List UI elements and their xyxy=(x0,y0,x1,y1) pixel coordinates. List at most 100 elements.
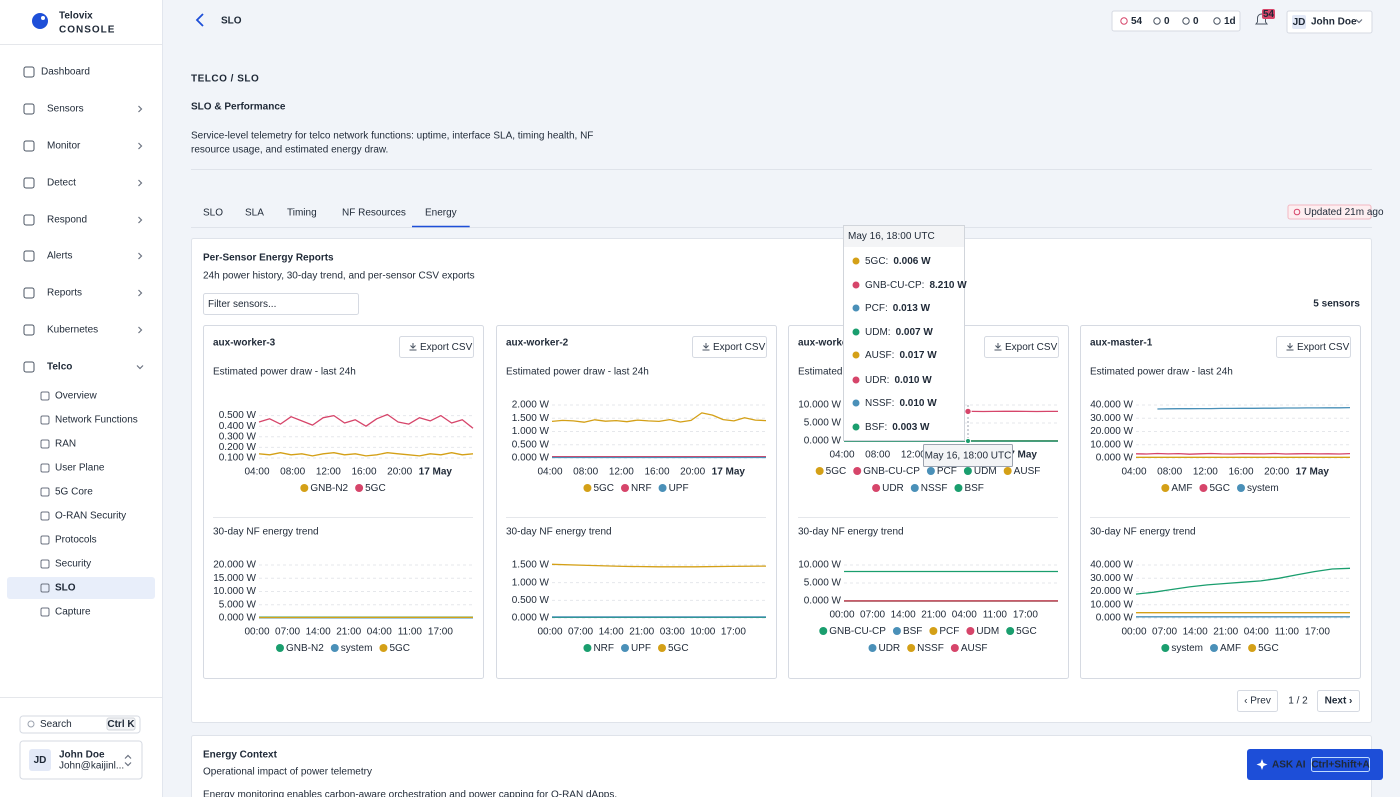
line-series xyxy=(551,563,767,568)
legend-label: BSF xyxy=(964,483,983,494)
chevron xyxy=(138,142,143,150)
subnav-item[interactable]: Network Functions xyxy=(55,415,138,426)
x-tick-label: 00:00 xyxy=(1121,627,1146,638)
legend-swatch xyxy=(954,484,963,492)
context-title: Energy Context xyxy=(203,750,278,761)
nav-icon xyxy=(23,177,35,189)
export-button[interactable] xyxy=(984,336,1059,358)
legend-swatch xyxy=(1161,484,1170,492)
nav-item[interactable]: Telco xyxy=(47,362,72,373)
crosshair-label xyxy=(923,444,1013,467)
status-icon xyxy=(1213,17,1221,25)
x-tick-label: 04:00 xyxy=(367,627,392,638)
ask-ai-shortcut: Ctrl+Shift+A xyxy=(1311,760,1369,771)
export-button[interactable] xyxy=(692,336,767,358)
legend-swatch xyxy=(621,644,629,652)
nav-icon xyxy=(23,140,35,152)
subnav-item[interactable]: SLO xyxy=(55,583,76,594)
y-tick-label: 5.000 W xyxy=(804,578,842,589)
tooltip-time: May 16, 18:00 UTC xyxy=(848,231,935,242)
x-tick-label: 14:00 xyxy=(1183,627,1208,638)
legend-label: NRF xyxy=(593,643,614,654)
export-button[interactable] xyxy=(1276,336,1351,358)
y-tick-label: 0.400 W xyxy=(219,421,257,432)
y-tick-label: 10.000 W xyxy=(1090,439,1133,450)
tooltip-swatch xyxy=(852,328,860,336)
x-tick-label: 00:00 xyxy=(829,610,854,621)
chart-label: 30-day NF energy trend xyxy=(506,527,612,538)
brand-sub: CONSOLE xyxy=(59,25,115,36)
tooltip-value: 0.013 W xyxy=(893,303,931,314)
y-tick-label: 0.000 W xyxy=(219,613,257,624)
nav-item[interactable]: Monitor xyxy=(47,141,81,152)
legend-label: UDM xyxy=(974,466,997,477)
y-tick-label: 5.000 W xyxy=(804,418,842,429)
chart-label: Estimated power draw - last 24h xyxy=(213,367,356,378)
subnav-item[interactable]: Protocols xyxy=(55,535,97,546)
next-button[interactable] xyxy=(1317,690,1360,712)
tab[interactable]: NF Resources xyxy=(342,208,406,219)
chart-label: 30-day NF energy trend xyxy=(1090,527,1196,538)
ask-ai-button[interactable] xyxy=(1247,749,1383,780)
subnav-item[interactable]: User Plane xyxy=(55,463,105,474)
subnav-item[interactable]: Capture xyxy=(55,607,91,618)
legend-label: AUSF xyxy=(1014,466,1041,477)
nav-item[interactable]: Alerts xyxy=(47,251,73,262)
export-button[interactable] xyxy=(399,336,474,358)
tab[interactable]: Timing xyxy=(287,208,317,219)
y-tick-label: 0.200 W xyxy=(219,442,257,453)
tab[interactable]: SLA xyxy=(245,208,264,219)
subnav-item[interactable]: O-RAN Security xyxy=(55,511,126,522)
y-tick-label: 0.000 W xyxy=(804,596,842,607)
subnav-item[interactable]: 5G Core xyxy=(55,487,93,498)
legend-label: system xyxy=(341,643,373,654)
x-tick-label: 08:00 xyxy=(1157,467,1182,478)
legend-swatch xyxy=(379,644,388,652)
download-icon xyxy=(994,343,1002,351)
download-icon xyxy=(702,343,710,351)
x-tick-label: 14:00 xyxy=(599,627,624,638)
x-tick-label: 17 May xyxy=(1296,467,1330,478)
x-tick-label: 14:00 xyxy=(306,627,331,638)
avatar-initials: JD xyxy=(34,755,47,766)
nav-item[interactable]: Respond xyxy=(47,215,87,226)
x-tick-label: 17:00 xyxy=(1013,610,1038,621)
user-menu[interactable] xyxy=(1286,10,1373,34)
nav-item[interactable]: Dashboard xyxy=(41,67,90,78)
x-tick-label: 03:00 xyxy=(660,627,685,638)
nav-item[interactable]: Kubernetes xyxy=(47,325,98,336)
legend-label: UDR xyxy=(878,643,900,654)
legend-swatch xyxy=(583,644,592,652)
download-icon xyxy=(409,343,417,351)
subnav-item[interactable]: Security xyxy=(55,559,91,570)
legend-swatch xyxy=(1248,644,1257,652)
tab[interactable]: Energy xyxy=(425,208,457,219)
subnav-item[interactable]: RAN xyxy=(55,439,76,450)
context-text: Energy monitoring enables carbon-aware o… xyxy=(203,790,617,797)
page-description: resource usage, and estimated energy dra… xyxy=(191,145,388,156)
legend-label: AMF xyxy=(1171,483,1192,494)
search-placeholder: Search xyxy=(40,719,72,730)
tooltip-swatch xyxy=(852,351,860,359)
tab[interactable]: SLO xyxy=(203,208,223,219)
back-button[interactable] xyxy=(195,13,204,27)
x-tick-label: 00:00 xyxy=(537,627,562,638)
nav-item[interactable]: Reports xyxy=(47,288,82,299)
subnav-icon xyxy=(40,607,50,617)
legend-swatch xyxy=(1210,644,1218,652)
x-tick-label: 12:00 xyxy=(316,467,341,478)
status-bar xyxy=(1111,10,1241,32)
nav-icon xyxy=(23,214,35,226)
filter-input[interactable] xyxy=(203,293,359,315)
nav-item[interactable]: Sensors xyxy=(47,104,84,115)
tooltip-value: 0.017 W xyxy=(899,350,937,361)
page-description: Service-level telemetry for telco networ… xyxy=(191,131,593,142)
legend-label: PCF xyxy=(937,466,957,477)
prev-button[interactable] xyxy=(1237,690,1278,712)
nav-item[interactable]: Detect xyxy=(47,178,76,189)
subnav-item[interactable]: Overview xyxy=(55,391,97,402)
legend-label: AUSF xyxy=(961,643,988,654)
y-tick-label: 0.300 W xyxy=(219,431,257,442)
y-tick-label: 15.000 W xyxy=(213,573,256,584)
x-tick-label: 08:00 xyxy=(573,467,598,478)
